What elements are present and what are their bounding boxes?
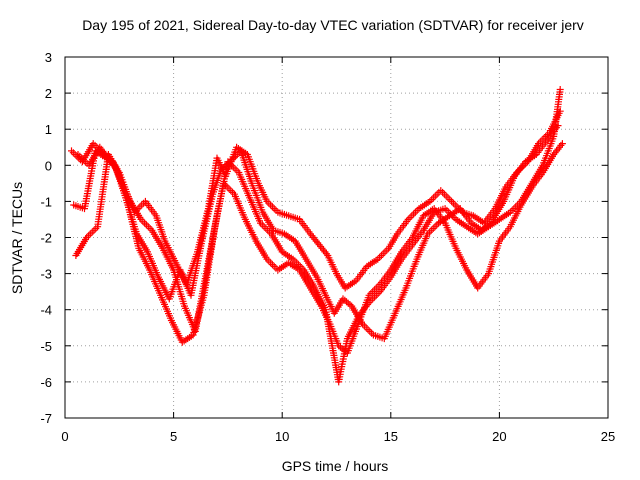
x-axis-label: GPS time / hours <box>282 458 389 474</box>
x-tick-label: 10 <box>275 429 289 444</box>
y-tick-label: -1 <box>40 194 52 209</box>
data-point <box>558 140 566 148</box>
data-marks <box>68 86 566 386</box>
y-tick-label: 1 <box>45 122 52 137</box>
y-tick-label: -2 <box>40 231 52 246</box>
y-axis-label: SDTVAR / TECUs <box>9 182 25 294</box>
x-tick-label: 15 <box>384 429 398 444</box>
y-tick-label: 2 <box>45 86 52 101</box>
y-tick-label: -6 <box>40 375 52 390</box>
grid-lines <box>65 57 608 418</box>
x-tick-label: 20 <box>492 429 506 444</box>
y-tick-label: 0 <box>45 158 52 173</box>
x-tick-label: 5 <box>170 429 177 444</box>
y-tick-label: 3 <box>45 50 52 65</box>
x-tick-label: 0 <box>61 429 68 444</box>
y-tick-label: -7 <box>40 411 52 426</box>
chart-title: Day 195 of 2021, Sidereal Day-to-day VTE… <box>82 17 584 33</box>
series-4 <box>74 86 564 386</box>
y-tick-label: -4 <box>40 303 52 318</box>
x-tick-label: 25 <box>601 429 615 444</box>
data-point <box>556 86 564 93</box>
y-tick-label: -3 <box>40 267 52 282</box>
axis-ticks: 0 5 10 15 20 25 -7 -6 -5 -4 -3 -2 -1 0 1 2 3 <box>40 50 615 444</box>
y-tick-label: -5 <box>40 339 52 354</box>
